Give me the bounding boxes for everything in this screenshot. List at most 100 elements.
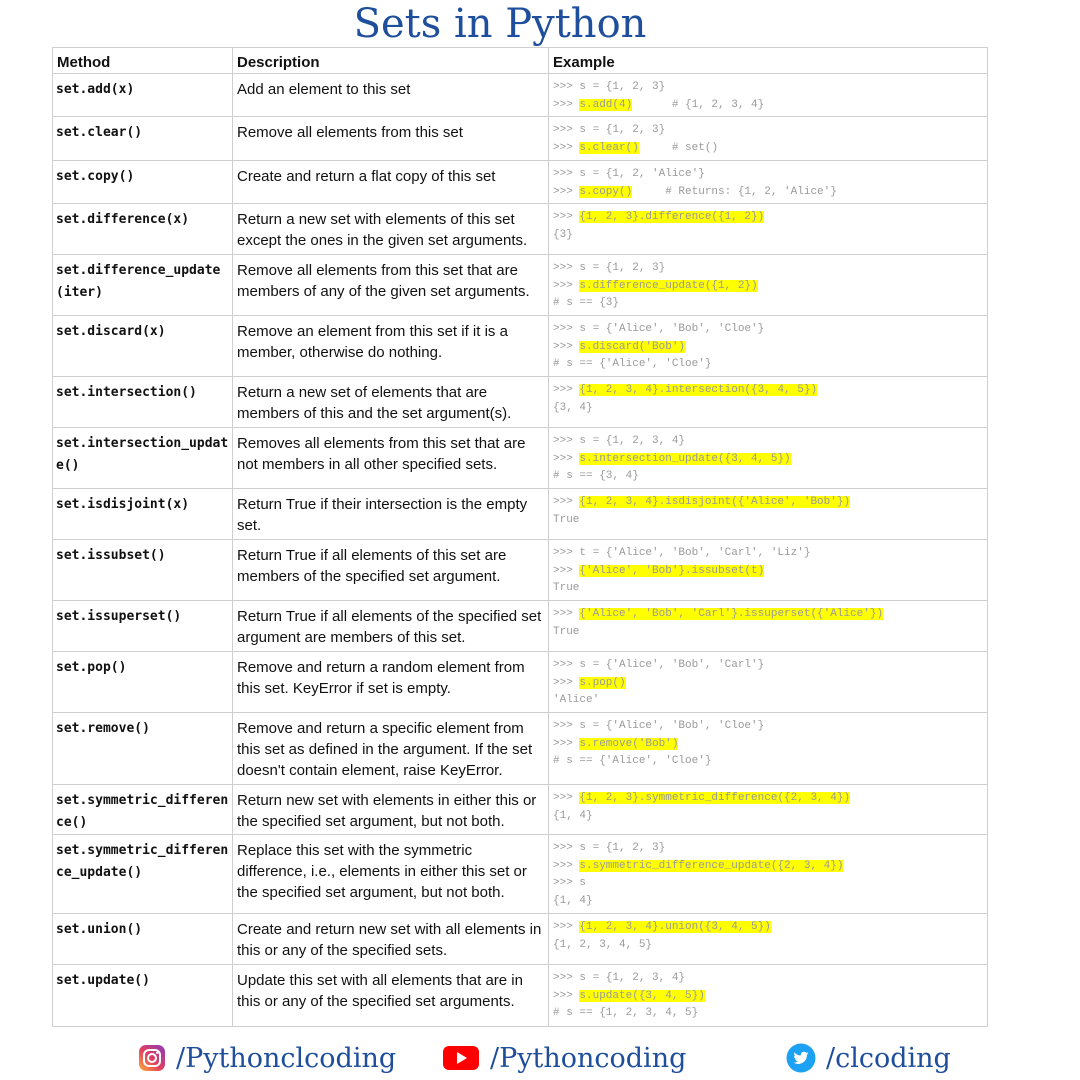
code-line: >>> s = {1, 2, 3, 4} xyxy=(553,433,983,451)
code-line: >>> {1, 2, 3, 4}.isdisjoint({'Alice', 'B… xyxy=(553,494,983,512)
code-line: >>> s.update({3, 4, 5}) xyxy=(553,988,983,1006)
instagram-link[interactable]: /Pythonclcoding xyxy=(138,1038,396,1078)
code-line: >>> {1, 2, 3, 4}.intersection({3, 4, 5}) xyxy=(553,382,983,400)
table-row: set.add(x) Add an element to this set >>> … xyxy=(52,73,988,117)
table-row: set.union() Create and return new set wit… xyxy=(52,913,988,965)
table-row: set.difference_update(iter) Remove all el… xyxy=(52,254,988,316)
code-text: # s == {'Alice', 'Cloe'} xyxy=(553,358,712,370)
code-line: >>> s.pop() xyxy=(553,675,983,693)
description-cell: Return True if all elements of the speci… xyxy=(232,600,549,652)
table-row: set.symmetric_difference() Return new set… xyxy=(52,784,988,835)
youtube-link[interactable]: /Pythoncoding xyxy=(442,1038,686,1078)
code-line: # s == {3} xyxy=(553,295,983,313)
table-header-row: Method Description Example xyxy=(52,47,988,74)
table-row: set.intersection_update() Removes all ele… xyxy=(52,427,988,489)
highlighted-code: s.update({3, 4, 5}) xyxy=(579,989,705,1002)
code-text: # {1, 2, 3, 4} xyxy=(632,98,765,111)
code-text: # s == {'Alice', 'Cloe'} xyxy=(553,755,712,767)
code-text: >>> s xyxy=(553,877,587,889)
code-text: True xyxy=(553,625,580,638)
highlighted-code: s.pop() xyxy=(579,676,626,689)
code-line: >>> s.clear() # set() xyxy=(553,140,983,158)
code-line: {1, 4} xyxy=(553,893,983,911)
description-cell: Remove all elements from this set xyxy=(232,116,549,161)
code-text: >>> xyxy=(553,737,580,750)
code-text: {3} xyxy=(553,228,573,241)
example-cell: >>> {1, 2, 3, 4}.isdisjoint({'Alice', 'B… xyxy=(548,488,988,540)
code-line: {3} xyxy=(553,227,983,245)
example-cell: >>> s = {1, 2, 3} >>> s.symmetric_differe… xyxy=(548,834,988,914)
example-cell: >>> {1, 2, 3, 4}.intersection({3, 4, 5})… xyxy=(548,376,988,428)
code-text: >>> xyxy=(553,452,580,465)
code-line: >>> {'Alice', 'Bob'}.issubset(t) xyxy=(553,563,983,581)
code-text: >>> s = {'Alice', 'Bob', 'Carl'} xyxy=(553,659,765,671)
code-line: >>> t = {'Alice', 'Bob', 'Carl', 'Liz'} xyxy=(553,545,983,563)
code-text: {1, 2, 3, 4, 5} xyxy=(553,938,653,951)
header-example: Example xyxy=(548,47,988,74)
code-line: >>> {'Alice', 'Bob', 'Carl'}.issuperset(… xyxy=(553,606,983,624)
example-cell: >>> s = {'Alice', 'Bob', 'Carl'} >>> s.po… xyxy=(548,651,988,713)
highlighted-code: {'Alice', 'Bob'}.issubset(t) xyxy=(579,564,765,577)
instagram-handle: /Pythonclcoding xyxy=(176,1042,397,1074)
method-cell: set.difference_update(iter) xyxy=(52,254,233,316)
highlighted-code: {1, 2, 3, 4}.isdisjoint({'Alice', 'Bob'}… xyxy=(579,496,851,508)
page-title: Sets in Python xyxy=(353,1,647,47)
code-line: True xyxy=(553,624,983,642)
description-cell: Return a new set with elements of this s… xyxy=(232,203,549,255)
highlighted-code: s.difference_update({1, 2}) xyxy=(579,279,758,292)
method-cell: set.difference(x) xyxy=(52,203,233,255)
code-line: >>> {1, 2, 3}.symmetric_difference({2, 3… xyxy=(553,790,983,808)
method-cell: set.discard(x) xyxy=(52,315,233,377)
method-cell: set.intersection() xyxy=(52,376,233,428)
example-cell: >>> s = {1, 2, 3, 4} >>> s.update({3, 4, … xyxy=(548,964,988,1027)
twitter-handle: /clcoding xyxy=(826,1042,951,1074)
highlighted-code: {1, 2, 3, 4}.intersection({3, 4, 5}) xyxy=(579,384,818,396)
table-row: set.symmetric_difference_update() Replace… xyxy=(52,834,988,914)
table-body: set.add(x) Add an element to this set >>> … xyxy=(52,73,988,1027)
code-text: # s == {1, 2, 3, 4, 5} xyxy=(553,1007,699,1019)
code-line: # s == {'Alice', 'Cloe'} xyxy=(553,356,983,374)
code-line: >>> s = {1, 2, 3} xyxy=(553,122,983,140)
example-cell: >>> s = {1, 2, 'Alice'} >>> s.copy() # Re… xyxy=(548,160,988,204)
code-text: 'Alice' xyxy=(553,694,600,706)
code-line: >>> s = {1, 2, 3, 4} xyxy=(553,970,983,988)
code-line: {1, 4} xyxy=(553,808,983,826)
code-line: >>> s.difference_update({1, 2}) xyxy=(553,278,983,296)
code-text: >>> s = {1, 2, 3, 4} xyxy=(553,972,686,984)
description-cell: Return new set with elements in either t… xyxy=(232,784,549,835)
code-text: >>> xyxy=(553,792,580,804)
code-line: >>> s xyxy=(553,875,983,893)
code-line: {1, 2, 3, 4, 5} xyxy=(553,937,983,955)
code-line: >>> s.discard('Bob') xyxy=(553,339,983,357)
code-text: >>> xyxy=(553,921,580,933)
description-cell: Update this set with all elements that a… xyxy=(232,964,549,1027)
code-line: >>> s = {1, 2, 'Alice'} xyxy=(553,166,983,184)
code-line: 'Alice' xyxy=(553,692,983,710)
code-text: >>> xyxy=(553,608,580,620)
code-line: >>> s = {'Alice', 'Bob', 'Cloe'} xyxy=(553,718,983,736)
table-row: set.pop() Remove and return a random elem… xyxy=(52,651,988,713)
code-text: >>> s = {1, 2, 'Alice'} xyxy=(553,168,705,180)
code-line: >>> s.add(4) # {1, 2, 3, 4} xyxy=(553,97,983,115)
method-cell: set.add(x) xyxy=(52,73,233,117)
description-cell: Remove an element from this set if it is… xyxy=(232,315,549,377)
highlighted-code: {1, 2, 3}.symmetric_difference({2, 3, 4}… xyxy=(579,792,851,804)
highlighted-code: s.discard('Bob') xyxy=(579,340,686,353)
highlighted-code: {1, 2, 3, 4}.union({3, 4, 5}) xyxy=(579,921,771,933)
table-row: set.discard(x) Remove an element from thi… xyxy=(52,315,988,377)
highlighted-code: {'Alice', 'Bob', 'Carl'}.issuperset({'Al… xyxy=(579,608,884,620)
highlighted-code: s.copy() xyxy=(579,185,633,198)
method-cell: set.issubset() xyxy=(52,539,233,601)
code-text: >>> s = {1, 2, 3, 4} xyxy=(553,435,686,447)
code-text: >>> xyxy=(553,185,580,198)
description-cell: Remove and return a random element from … xyxy=(232,651,549,713)
table-row: set.intersection() Return a new set of el… xyxy=(52,376,988,428)
code-text: >>> xyxy=(553,676,580,689)
description-cell: Add an element to this set xyxy=(232,73,549,117)
code-line: True xyxy=(553,512,983,530)
twitter-link[interactable]: /clcoding xyxy=(786,1038,951,1078)
description-cell: Create and return new set with all eleme… xyxy=(232,913,549,965)
example-cell: >>> {1, 2, 3}.symmetric_difference({2, 3… xyxy=(548,784,988,835)
code-text: # set() xyxy=(638,141,719,154)
method-cell: set.pop() xyxy=(52,651,233,713)
